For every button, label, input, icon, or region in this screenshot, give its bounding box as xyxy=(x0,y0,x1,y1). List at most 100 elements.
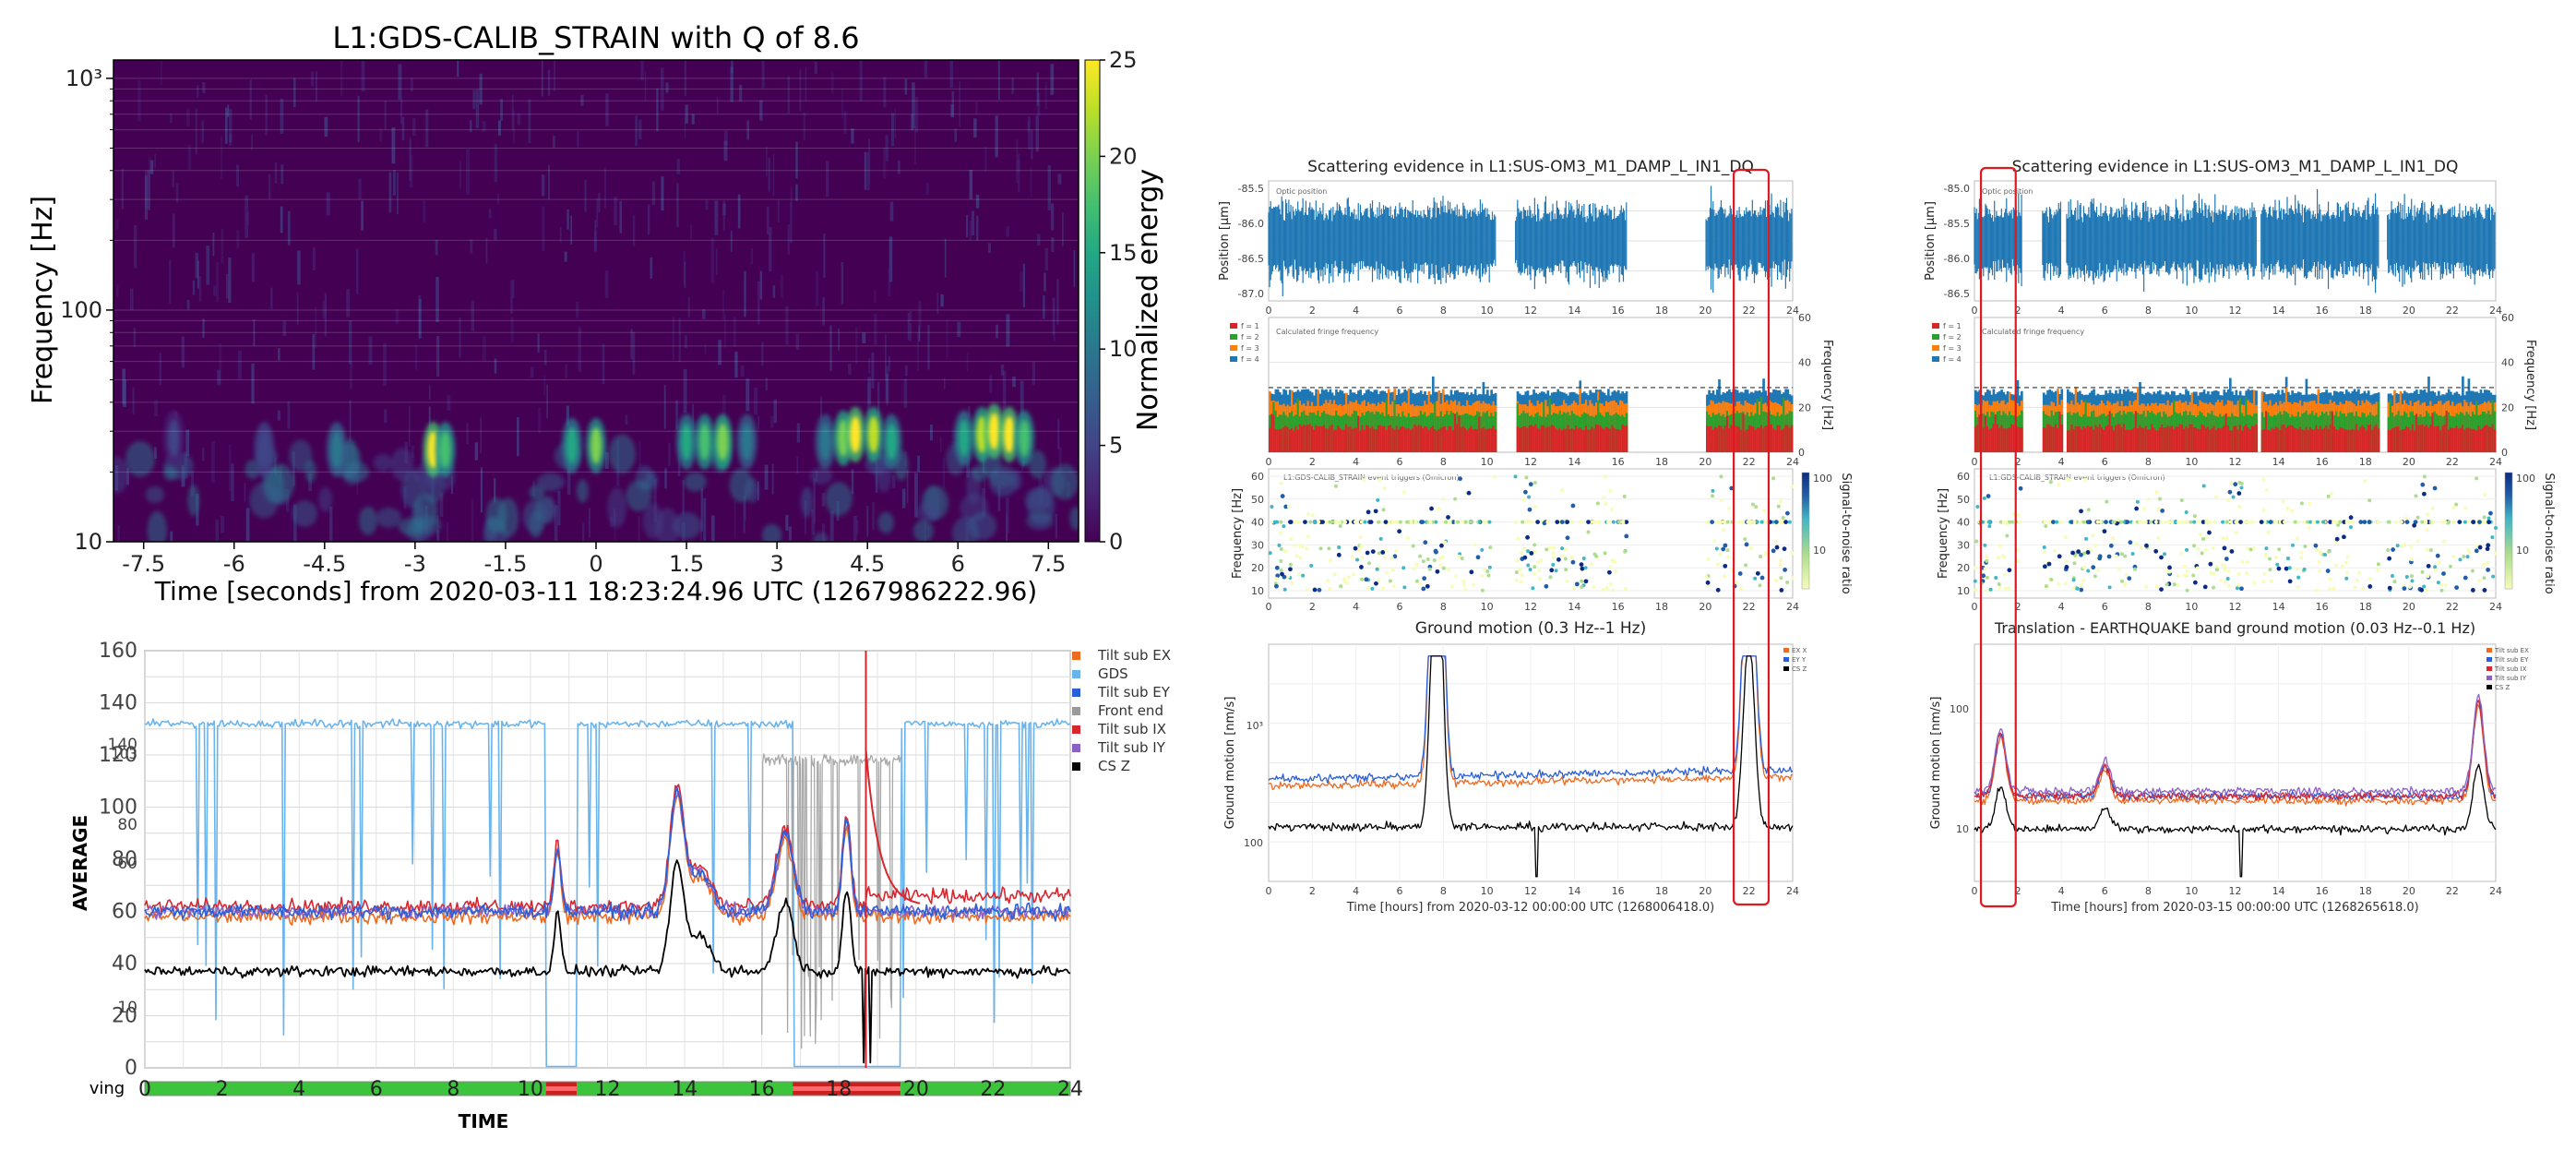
spectrogram-noise-streak xyxy=(866,151,870,191)
trigger-point xyxy=(1723,543,1728,548)
trigger-point xyxy=(1750,502,1755,507)
spectrogram-noise-streak xyxy=(892,475,896,489)
scattering-panel-d: Scattering evidence in L1:SUS-OM3_M1_DAM… xyxy=(1924,158,2556,915)
spectrogram-noise-streak xyxy=(1006,497,1009,533)
trigger-point xyxy=(2315,520,2320,524)
trigger-point xyxy=(2093,574,2097,579)
trigger-point xyxy=(2387,556,2392,561)
hour-tick-label: 10 xyxy=(1481,601,1494,613)
trigger-point xyxy=(1525,519,1530,523)
trigger-point xyxy=(2134,542,2139,546)
spectrogram-noise-streak xyxy=(705,199,709,210)
trigger-point xyxy=(1448,520,1452,524)
fringe-bar xyxy=(1291,428,1294,452)
fringe-bar xyxy=(1357,415,1360,452)
spectrogram-noise-streak xyxy=(510,297,513,315)
trigger-point xyxy=(2154,584,2159,589)
fringe-bar xyxy=(2481,427,2485,452)
trigger-point xyxy=(1565,579,1569,583)
trigger-point xyxy=(1983,567,1987,571)
ground-legend-swatch xyxy=(2487,685,2492,689)
trigger-point xyxy=(2400,544,2404,548)
spectrogram-noise-streak xyxy=(683,369,687,413)
spectrogram-noise-streak xyxy=(984,476,986,494)
average-x-tick-label: 24 xyxy=(1057,1078,1083,1101)
trigger-point xyxy=(2132,567,2137,571)
fringe-bar xyxy=(2134,411,2138,452)
trigger-point xyxy=(1759,555,1763,559)
trigger-point xyxy=(1616,520,1621,524)
spectrogram-x-tick-label: -6 xyxy=(223,551,245,577)
trigger-point xyxy=(2239,485,2244,490)
hour-tick-label: 16 xyxy=(1612,305,1625,317)
trigger-point xyxy=(1774,545,1780,550)
spectrogram-noise-streak xyxy=(482,121,486,132)
position-legend: Optic position xyxy=(1276,187,1327,196)
fringe-bar xyxy=(1385,399,1389,452)
spectrogram-noise-streak xyxy=(280,164,284,185)
spectrogram-noise-streak xyxy=(1018,153,1020,192)
fringe-bar xyxy=(1616,429,1620,452)
ground-legend-swatch xyxy=(2487,666,2492,671)
trigger-point xyxy=(1488,545,1493,550)
spectrogram-noise-streak xyxy=(324,116,328,138)
spectrogram-noise-streak xyxy=(684,60,686,97)
trigger-point xyxy=(1533,549,1538,554)
ground-x-label: Time [hours] from 2020-03-12 00:00:00 UT… xyxy=(1346,901,1715,915)
spectrogram-noise-streak xyxy=(788,526,792,541)
spectrogram-noise-streak xyxy=(554,505,558,542)
trigger-point xyxy=(2071,585,2076,590)
fringe-tick-label: 40 xyxy=(2501,357,2514,369)
trigger-point xyxy=(1275,573,1281,579)
trigger-point xyxy=(2191,573,2196,578)
fringe-bar xyxy=(2335,429,2338,452)
trigger-point xyxy=(2179,498,2184,503)
spectrogram-low-band xyxy=(359,506,377,535)
trigger-point xyxy=(1309,563,1314,568)
hour-tick-label: 22 xyxy=(1743,305,1756,317)
spectrogram-noise-streak xyxy=(746,120,750,140)
fringe-bar xyxy=(2455,425,2459,452)
spectrogram-noise-streak xyxy=(911,114,914,131)
trigger-point xyxy=(1518,568,1522,572)
trigger-point xyxy=(1390,520,1395,524)
spectrogram-noise-streak xyxy=(1044,272,1046,292)
spectrogram-noise-streak xyxy=(511,94,514,131)
trigger-point xyxy=(1778,499,1783,504)
trigger-point xyxy=(2201,484,2206,488)
spectrogram-noise-streak xyxy=(838,328,840,352)
trigger-point xyxy=(2345,570,2350,575)
fringe-bar xyxy=(1783,428,1785,452)
fringe-bar xyxy=(1556,429,1560,452)
trigger-point xyxy=(1401,566,1406,570)
trigger-point xyxy=(2084,536,2089,541)
legend-swatch xyxy=(1072,689,1080,697)
spectrogram-noise-streak xyxy=(638,119,642,139)
fringe-bar xyxy=(1742,413,1746,452)
fringe-bar xyxy=(2377,428,2380,452)
trigger-point xyxy=(2234,530,2238,534)
colorbar-tick-label: 5 xyxy=(1109,433,1123,459)
ground-legend-swatch xyxy=(1783,657,1789,662)
trigger-point xyxy=(1779,588,1784,593)
trigger-point xyxy=(1574,581,1580,587)
fringe-bar xyxy=(1536,427,1540,452)
series-line-gds xyxy=(144,718,1071,1068)
spectrogram-noise-streak xyxy=(384,409,388,424)
spectrogram-noise-streak xyxy=(604,270,609,298)
spectrogram-noise-streak xyxy=(894,109,897,139)
fringe-bar xyxy=(1988,429,1991,452)
fringe-bar xyxy=(2451,427,2454,452)
hour-tick-label: 10 xyxy=(2185,885,2198,897)
trigger-point xyxy=(2395,544,2400,548)
trigger-point xyxy=(1310,513,1315,518)
trigger-point xyxy=(1338,524,1342,529)
trigger-point xyxy=(2239,586,2244,592)
trigger-point xyxy=(1520,573,1524,578)
trigger-point xyxy=(1608,581,1613,586)
fringe-bar xyxy=(1740,429,1743,452)
spectrogram-noise-streak xyxy=(761,60,765,89)
spectrogram-noise-streak xyxy=(494,143,497,183)
spectrogram-noise-streak xyxy=(297,250,301,285)
spectrogram-x-tick-label: 4.5 xyxy=(850,551,885,577)
